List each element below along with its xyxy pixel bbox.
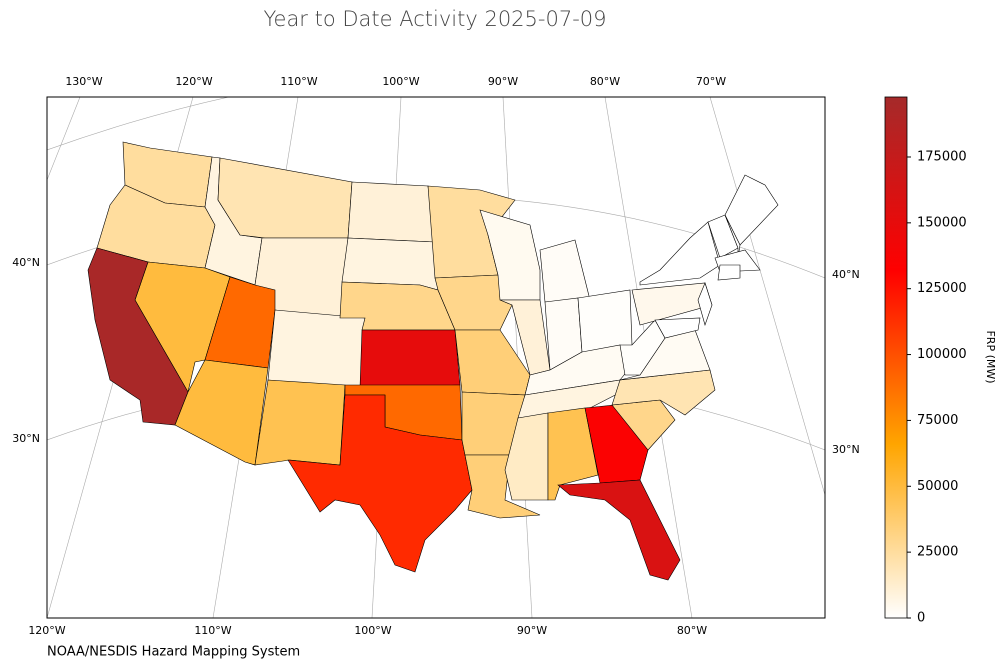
lon-label: 80°W [677,624,707,637]
colorbar-tick-label: 50000 [917,479,958,494]
lon-label: 110°W [280,75,317,88]
region [454,329,531,396]
lon-label: 120°W [175,75,212,88]
region [174,359,269,466]
region [639,221,721,286]
region [717,264,741,281]
colorbar-tick-label: 0 [917,611,925,626]
states [87,141,779,581]
lon-label: 130°W [65,75,102,88]
region [539,239,591,303]
region [341,237,439,291]
lon-label: 70°W [696,75,726,88]
lon-label: 80°W [590,75,620,88]
region [267,309,366,389]
colorbar-tick-label: 125000 [917,281,967,296]
colorbar-tick-label: 75000 [917,413,958,428]
chart-title: Year to Date Activity 2025-07-09 [263,7,606,31]
lat-label: 40°N [832,268,860,281]
lat-label: 40°N [12,256,40,269]
lat-label: 30°N [832,443,860,456]
region [557,479,681,581]
region [347,181,436,243]
colorbar [884,96,908,619]
lon-label: 90°W [517,624,547,637]
colorbar-tick-label: 175000 [917,149,967,164]
region [87,247,189,426]
meridian [709,97,825,496]
region [584,404,649,484]
colorbar-tick-label: 25000 [917,545,958,560]
lon-label: 110°W [194,624,231,637]
region [359,329,461,389]
region [504,412,549,501]
lon-label: 120°W [28,624,65,637]
region [697,282,713,326]
meridian [47,97,81,181]
colorbar-tick-label: 150000 [917,215,967,230]
colorbar-tick-label: 100000 [917,347,967,362]
parallel [47,97,825,151]
region [217,157,353,239]
region [254,379,346,466]
region [287,394,473,573]
lat-label: 30°N [12,432,40,445]
source-note: NOAA/NESDIS Hazard Mapping System [47,645,300,660]
map-frame [46,96,826,619]
lon-label: 90°W [488,75,518,88]
lon-label: 100°W [354,624,391,637]
lon-label: 100°W [382,75,419,88]
colorbar-label: FRP (MW) [984,330,997,383]
region [654,317,701,339]
